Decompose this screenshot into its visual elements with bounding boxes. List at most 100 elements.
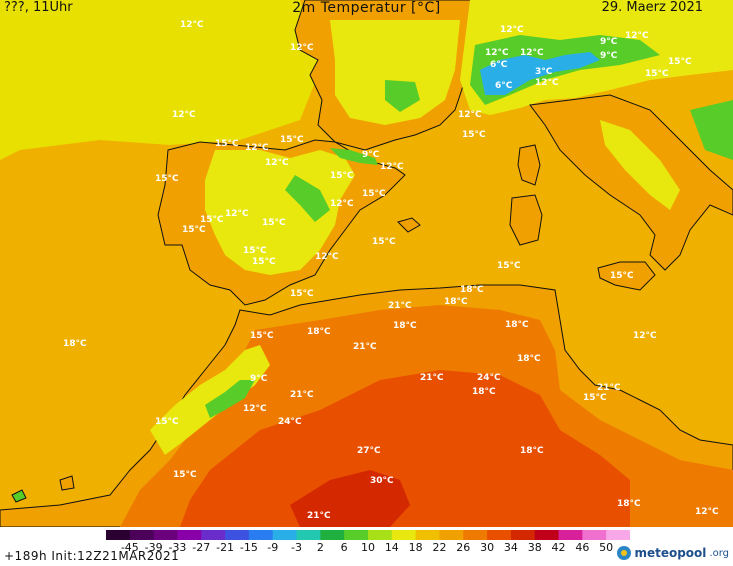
legend-tick-label: 50 xyxy=(599,541,614,554)
legend-tick-label: -27 xyxy=(192,541,211,554)
meteopool-logo[interactable]: meteopool .org xyxy=(617,546,729,560)
temp-label: 12°C xyxy=(180,20,204,30)
temp-label: 12°C xyxy=(380,162,404,172)
temp-label: 15°C xyxy=(372,237,396,247)
legend-color-segment xyxy=(391,530,417,540)
france-interior-cool xyxy=(330,20,460,125)
temp-label: 15°C xyxy=(200,215,224,225)
legend-color-segment xyxy=(415,530,440,540)
temp-label: 12°C xyxy=(245,143,269,153)
legend-color-segment xyxy=(487,530,512,540)
legend-color-segment xyxy=(344,530,369,540)
temp-label: 12°C xyxy=(500,25,524,35)
temp-label: 15°C xyxy=(645,69,669,79)
legend-color-segment xyxy=(582,530,607,540)
legend-tick-label: 30 xyxy=(480,541,495,554)
central-system-cold xyxy=(285,175,330,222)
legend-color-segment xyxy=(225,530,250,540)
temp-label: 12°C xyxy=(458,110,482,120)
temp-label: 18°C xyxy=(472,387,496,397)
temp-label: 15°C xyxy=(668,57,692,67)
iberia-meseta-cool xyxy=(205,150,355,275)
temp-label: 15°C xyxy=(252,257,276,267)
color-scale-legend xyxy=(106,530,630,540)
temp-label: 15°C xyxy=(182,225,206,235)
legend-color-segment xyxy=(534,530,560,540)
atlas-cold xyxy=(205,380,255,418)
pyrenees-cold xyxy=(330,148,378,165)
temp-label: 12°C xyxy=(265,158,289,168)
temp-label: 15°C xyxy=(290,289,314,299)
temp-label: 21°C xyxy=(290,390,314,400)
legend-tick-label: -9 xyxy=(267,541,279,554)
legend-color-segment xyxy=(558,530,583,540)
temp-label: 12°C xyxy=(290,43,314,53)
italy-east-cold xyxy=(690,100,733,160)
temp-label: 15°C xyxy=(243,246,267,256)
sahara-hottest xyxy=(290,470,410,527)
temp-label: 12°C xyxy=(633,331,657,341)
temp-label: 9°C xyxy=(362,150,380,160)
brand-name: meteopool xyxy=(634,546,707,560)
temp-label: 27°C xyxy=(357,446,381,456)
temp-label: 18°C xyxy=(444,297,468,307)
sahara-hotter xyxy=(180,370,630,527)
legend-color-segment xyxy=(153,530,178,540)
temp-label: 30°C xyxy=(370,476,394,486)
temp-label: 18°C xyxy=(520,446,544,456)
temp-label: 18°C xyxy=(617,499,641,509)
legend-color-segment xyxy=(129,530,155,540)
atlas-cool xyxy=(150,345,270,455)
forecast-day-label: ???, 11Uhr xyxy=(4,0,73,15)
temp-label: 18°C xyxy=(505,320,529,330)
temp-label: 12°C xyxy=(225,209,249,219)
temp-label: 24°C xyxy=(278,417,302,427)
temp-label: 15°C xyxy=(280,135,304,145)
legend-tick-label: 38 xyxy=(527,541,542,554)
temp-label: 15°C xyxy=(610,271,634,281)
legend-color-segment xyxy=(106,530,131,540)
legend-color-segment xyxy=(463,530,488,540)
temp-label: 12°C xyxy=(485,48,509,58)
temp-label: 9°C xyxy=(250,374,268,384)
logo-icon xyxy=(617,546,632,560)
temp-label: 15°C xyxy=(462,130,486,140)
legend-tick-label: 42 xyxy=(551,541,566,554)
italy-land xyxy=(529,94,733,271)
temp-label: 12°C xyxy=(243,404,267,414)
temp-label: 15°C xyxy=(250,331,274,341)
temp-label: 12°C xyxy=(172,110,196,120)
legend-tick-label: 34 xyxy=(503,541,518,554)
temp-label: 15°C xyxy=(215,139,239,149)
legend-tick-label: -45 xyxy=(120,541,139,554)
legend-color-segment xyxy=(510,530,536,540)
legend-tick-label: -3 xyxy=(291,541,303,554)
legend-tick-label: 18 xyxy=(408,541,423,554)
sardinia-land xyxy=(509,194,543,246)
temp-label: 15°C xyxy=(497,261,521,271)
legend-color-segment xyxy=(177,530,202,540)
legend-tick-label: -15 xyxy=(239,541,258,554)
temp-label: 15°C xyxy=(330,171,354,181)
temp-label: 12°C xyxy=(315,252,339,262)
temp-label: 12°C xyxy=(330,199,354,209)
legend-color-segment xyxy=(606,530,630,540)
temp-label: 6°C xyxy=(495,81,513,91)
temp-label: 15°C xyxy=(155,174,179,184)
legend-color-segment xyxy=(248,530,274,540)
temp-label: 9°C xyxy=(600,37,618,47)
model-run-info: +189h Init:12Z21MAR2021 xyxy=(4,549,180,563)
temp-label: 12°C xyxy=(695,507,719,517)
temp-label: 21°C xyxy=(353,342,377,352)
legend-tick-label: 26 xyxy=(456,541,471,554)
temp-label: 12°C xyxy=(520,48,544,58)
temp-label: 21°C xyxy=(597,383,621,393)
temp-label: 18°C xyxy=(460,285,484,295)
temp-label: 12°C xyxy=(535,78,559,88)
legend-tick-label: 14 xyxy=(384,541,399,554)
legend-tick-label: 10 xyxy=(361,541,375,554)
legend-tick-label: 22 xyxy=(432,541,447,554)
temp-label: 24°C xyxy=(477,373,501,383)
temp-label: 21°C xyxy=(388,301,412,311)
temp-label: 6°C xyxy=(490,60,508,70)
